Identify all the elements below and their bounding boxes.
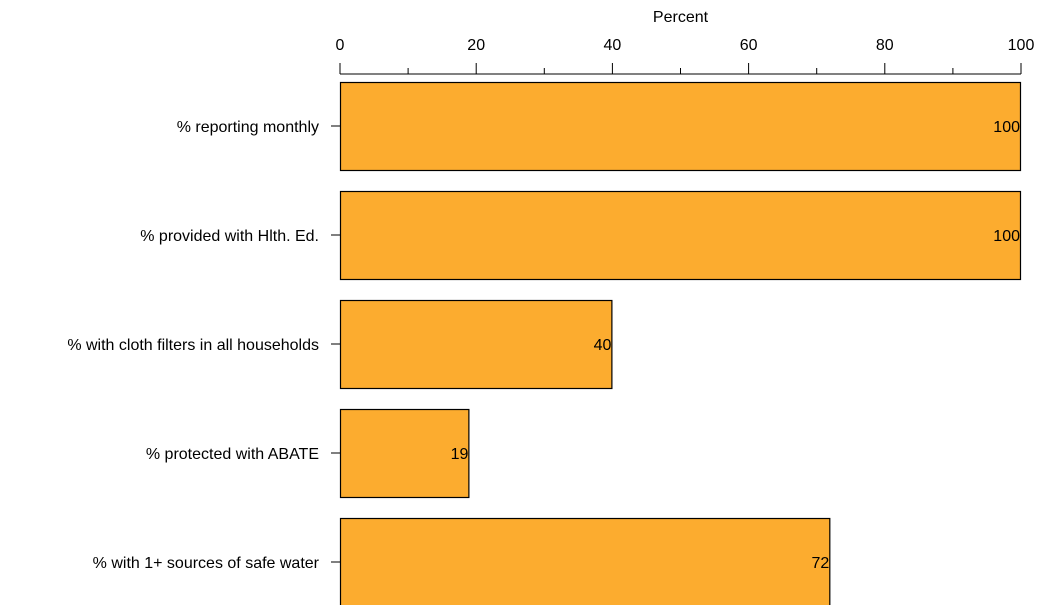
category-label: % protected with ABATE (146, 446, 319, 463)
bar (339, 190, 1022, 281)
bar (339, 299, 613, 390)
bar (339, 517, 831, 605)
category-label: % provided with Hlth. Ed. (140, 228, 319, 245)
data-label: 100 (993, 119, 1020, 136)
category-label: % reporting monthly (177, 119, 319, 136)
bar (339, 81, 1022, 172)
x-tick-label: 0 (336, 37, 345, 54)
x-tick-label: 40 (604, 37, 622, 54)
x-axis: 0 20 40 60 80 100 (336, 37, 1035, 75)
category-label: % with cloth filters in all households (67, 337, 319, 354)
x-tick-label: 20 (467, 37, 485, 54)
category-label: % with 1+ sources of safe water (93, 555, 320, 572)
x-axis-title: Percent (653, 9, 709, 26)
x-tick-label: 100 (1008, 37, 1035, 54)
y-axis: % reporting monthly % provided with Hlth.… (67, 119, 340, 572)
bars: 100 100 40 19 72 (339, 81, 1022, 605)
x-tick-label: 60 (740, 37, 758, 54)
data-label: 72 (812, 555, 830, 572)
data-label: 40 (594, 337, 612, 354)
data-label: 19 (451, 446, 469, 463)
x-tick-label: 80 (876, 37, 894, 54)
data-label: 100 (993, 228, 1020, 245)
bar (339, 408, 470, 499)
